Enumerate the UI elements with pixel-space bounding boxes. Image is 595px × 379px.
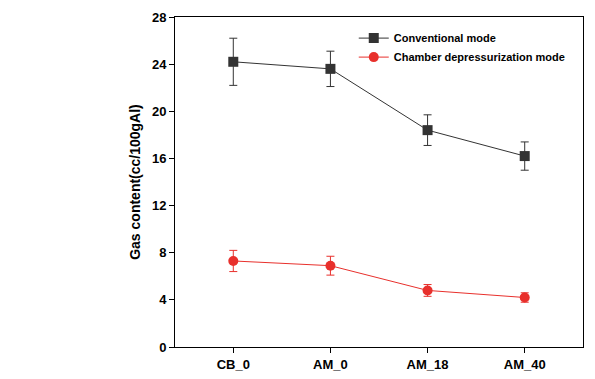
svg-text:CB_0: CB_0 xyxy=(217,357,250,372)
svg-text:24: 24 xyxy=(152,57,167,72)
svg-text:4: 4 xyxy=(159,292,167,307)
svg-text:AM_0: AM_0 xyxy=(313,357,348,372)
svg-text:12: 12 xyxy=(152,198,166,213)
svg-text:0: 0 xyxy=(159,340,166,355)
svg-text:8: 8 xyxy=(159,245,166,260)
svg-text:Gas content(cc/100gAl): Gas content(cc/100gAl) xyxy=(127,104,143,260)
svg-text:Chamber depressurization mode: Chamber depressurization mode xyxy=(394,51,565,63)
svg-text:20: 20 xyxy=(152,104,166,119)
svg-text:28: 28 xyxy=(152,10,166,25)
svg-text:AM_40: AM_40 xyxy=(504,357,546,372)
svg-text:16: 16 xyxy=(152,151,166,166)
svg-text:AM_18: AM_18 xyxy=(407,357,449,372)
svg-text:Conventional mode: Conventional mode xyxy=(394,32,496,44)
